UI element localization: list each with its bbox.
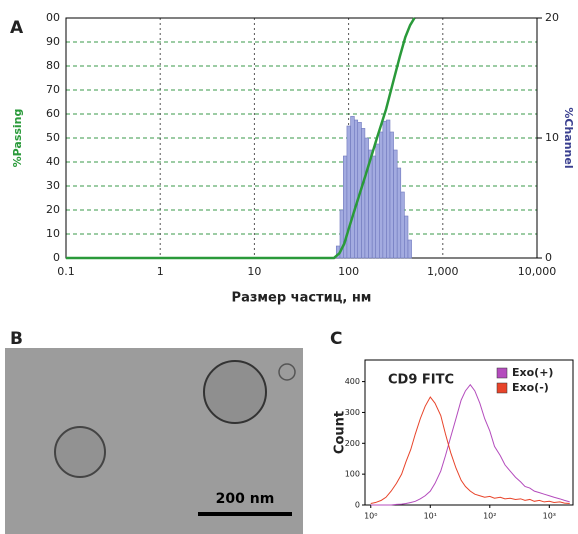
y2-tick-label: 0 (545, 251, 552, 264)
y2-tick-label: 20 (545, 11, 559, 24)
y-tick-label: 0 (355, 501, 360, 510)
y-axis-label: %Passing (11, 109, 24, 168)
scale-label: 200 nm (216, 491, 275, 507)
histogram-bar (389, 131, 394, 259)
x-tick-label: 1,000 (427, 265, 459, 278)
legend-swatch (496, 367, 508, 379)
histogram-bar (393, 149, 398, 259)
histogram-bar (382, 120, 387, 259)
y-tick-label: 90 (46, 35, 60, 48)
histogram-bar (371, 155, 377, 259)
y-tick-label: 0 (53, 251, 60, 264)
histogram-bar (364, 137, 369, 259)
histogram-bar (346, 125, 351, 259)
y-tick-label: 100 (345, 470, 360, 479)
y-tick-label: 300 (345, 408, 360, 417)
y-tick-label: 30 (46, 179, 60, 192)
y2-axis-label: %Channel (562, 107, 575, 168)
plot-frame (364, 359, 574, 506)
cumulative-line (66, 17, 416, 260)
y2-tick-label: 10 (545, 131, 559, 144)
histogram-bar (407, 239, 412, 259)
y-tick-label: 400 (345, 377, 360, 386)
x-tick-label: 10³ (543, 512, 556, 521)
y-tick-label: 80 (46, 59, 60, 72)
panel-label: C (330, 329, 342, 349)
legend-label: Exo(+) (512, 366, 553, 379)
histogram-bar (354, 119, 359, 259)
legend-label: Exo(-) (512, 381, 549, 394)
y-tick-label: 00 (46, 11, 60, 24)
y-tick-label: 60 (46, 107, 60, 120)
x-tick-label: 1 (157, 265, 164, 278)
y-tick-label: 10 (46, 227, 60, 240)
vesicle (278, 363, 296, 381)
x-tick-label: 10 (247, 265, 261, 278)
x-tick-label: 0.1 (57, 265, 75, 278)
x-tick-label: 100 (338, 265, 359, 278)
histogram-bar (404, 215, 409, 259)
x-tick-label: 10,000 (518, 265, 557, 278)
y-axis-label: Count (333, 411, 348, 454)
annotation: CD9 FITC (388, 373, 454, 388)
histogram-bar (361, 128, 366, 259)
x-tick-label: 10¹ (424, 512, 437, 521)
y-tick-label: 200 (345, 439, 360, 448)
vesicle (203, 360, 267, 424)
x-tick-label: 10⁰ (364, 512, 377, 521)
y-tick-label: 70 (46, 83, 60, 96)
x-axis-label: Размер частиц, нм (232, 291, 372, 306)
histogram-bar (379, 131, 384, 259)
histogram-line (370, 396, 570, 504)
vesicle (54, 426, 106, 478)
histogram-line (370, 383, 570, 506)
panel-label: A (10, 18, 24, 38)
histogram-bar (375, 143, 380, 259)
y-tick-label: 20 (46, 203, 60, 216)
histogram-bar (396, 167, 402, 259)
legend-swatch (496, 382, 508, 394)
histogram-bar (350, 116, 355, 259)
y-tick-label: 40 (46, 155, 60, 168)
x-tick-label: 10² (483, 512, 496, 521)
y-tick-label: 50 (46, 131, 60, 144)
panel-label: B (10, 329, 23, 349)
histogram-bar (386, 119, 391, 259)
histogram-bar (400, 191, 405, 259)
